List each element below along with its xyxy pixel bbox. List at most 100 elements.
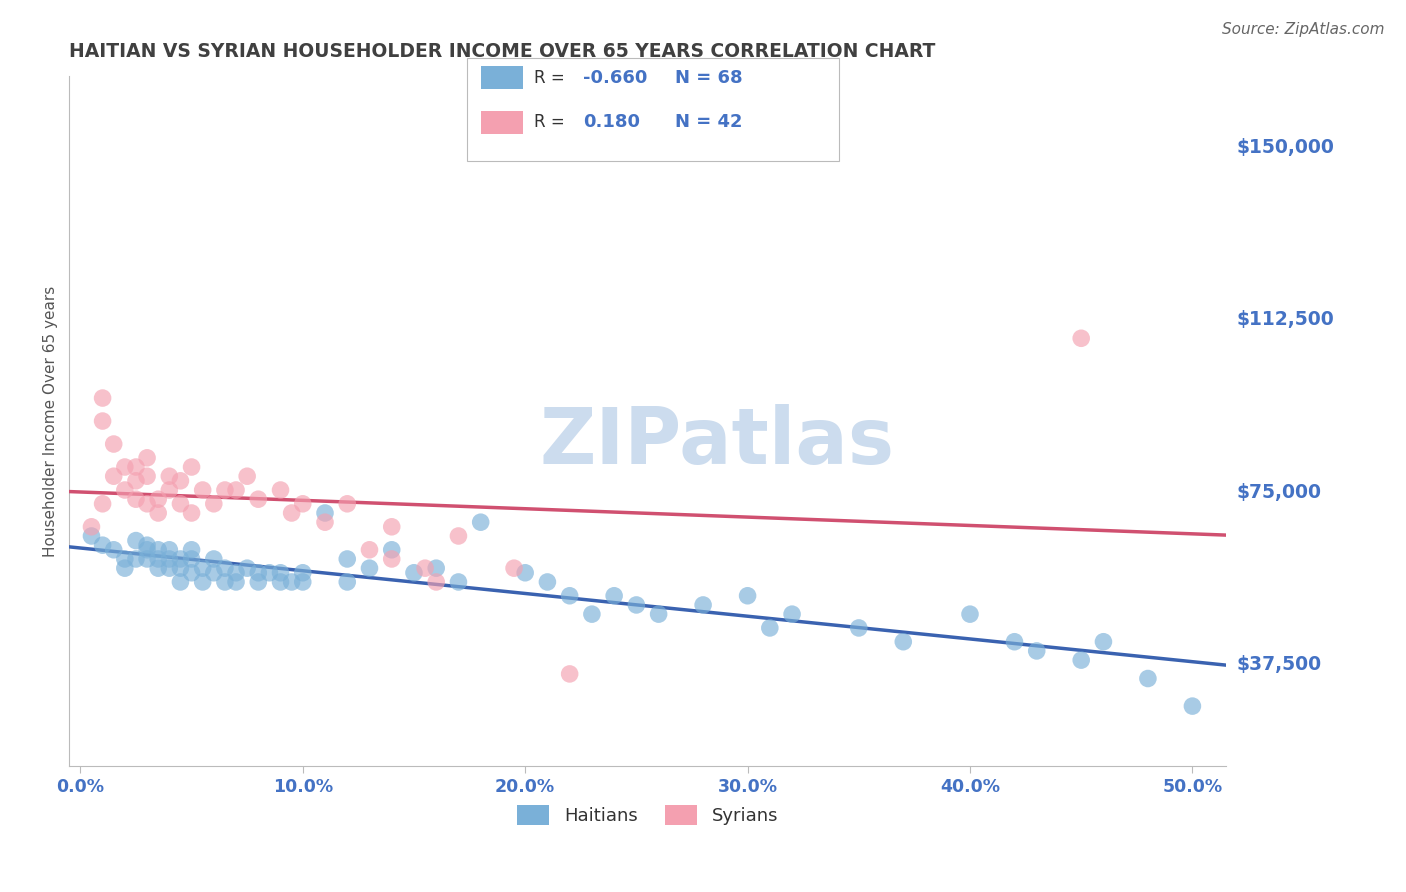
Text: 0.180: 0.180 <box>583 113 641 131</box>
Point <box>280 574 302 589</box>
Point <box>191 561 214 575</box>
Point <box>259 566 281 580</box>
Point <box>336 497 359 511</box>
Point <box>136 469 159 483</box>
Point <box>236 561 259 575</box>
Point <box>581 607 603 622</box>
Point <box>202 497 225 511</box>
Point <box>225 483 247 497</box>
Point <box>626 598 648 612</box>
Point <box>148 561 170 575</box>
Point <box>202 552 225 566</box>
Point <box>314 515 336 529</box>
Point <box>125 474 148 488</box>
Point <box>136 552 159 566</box>
Point <box>148 506 170 520</box>
Point <box>91 497 114 511</box>
Point <box>270 483 292 497</box>
Point <box>413 561 436 575</box>
Point <box>1092 634 1115 648</box>
Point <box>114 552 136 566</box>
Point <box>225 566 247 580</box>
Point <box>891 634 914 648</box>
Point <box>359 561 381 575</box>
Point <box>558 667 581 681</box>
Point <box>169 561 191 575</box>
Point <box>169 552 191 566</box>
Point <box>136 497 159 511</box>
Point <box>270 566 292 580</box>
Point <box>503 561 526 575</box>
Point <box>148 542 170 557</box>
Point <box>647 607 669 622</box>
Point <box>103 469 125 483</box>
Point <box>180 460 202 475</box>
Point <box>291 497 314 511</box>
Point <box>470 515 492 529</box>
Point <box>148 492 170 507</box>
Point <box>1004 634 1026 648</box>
Text: R =: R = <box>534 69 565 87</box>
Point <box>191 483 214 497</box>
Point <box>737 589 759 603</box>
Point <box>125 492 148 507</box>
Point <box>247 566 270 580</box>
Point <box>1070 331 1092 345</box>
Point <box>381 542 404 557</box>
Point <box>148 552 170 566</box>
Text: R =: R = <box>534 113 565 131</box>
Point <box>692 598 714 612</box>
Point <box>157 542 180 557</box>
Point <box>270 574 292 589</box>
Point <box>1136 672 1159 686</box>
Point <box>169 474 191 488</box>
Point <box>214 483 236 497</box>
Point <box>381 520 404 534</box>
Point <box>425 561 447 575</box>
Point <box>336 574 359 589</box>
Y-axis label: Householder Income Over 65 years: Householder Income Over 65 years <box>44 285 58 557</box>
Text: ZIPatlas: ZIPatlas <box>540 404 894 480</box>
Text: N = 68: N = 68 <box>675 69 742 87</box>
Text: N = 42: N = 42 <box>675 113 742 131</box>
Point <box>114 561 136 575</box>
Point <box>103 437 125 451</box>
Legend: Haitians, Syrians: Haitians, Syrians <box>509 797 786 833</box>
Point <box>180 506 202 520</box>
Text: Source: ZipAtlas.com: Source: ZipAtlas.com <box>1222 22 1385 37</box>
Point <box>191 574 214 589</box>
Point <box>214 574 236 589</box>
Point <box>114 460 136 475</box>
Point <box>236 469 259 483</box>
Point <box>180 566 202 580</box>
Point <box>536 574 558 589</box>
Point <box>214 561 236 575</box>
Point <box>169 574 191 589</box>
Point <box>1025 644 1047 658</box>
Text: HAITIAN VS SYRIAN HOUSEHOLDER INCOME OVER 65 YEARS CORRELATION CHART: HAITIAN VS SYRIAN HOUSEHOLDER INCOME OVE… <box>69 42 935 61</box>
Point <box>759 621 782 635</box>
Text: -0.660: -0.660 <box>583 69 648 87</box>
Point <box>603 589 626 603</box>
Point <box>359 542 381 557</box>
Point <box>247 492 270 507</box>
Point <box>157 469 180 483</box>
Point <box>180 542 202 557</box>
Point <box>447 529 470 543</box>
Point <box>125 533 148 548</box>
Point <box>280 506 302 520</box>
Point <box>336 552 359 566</box>
Point <box>125 460 148 475</box>
Point <box>114 483 136 497</box>
Point <box>780 607 803 622</box>
Point <box>80 529 103 543</box>
Point <box>202 566 225 580</box>
Point <box>103 542 125 557</box>
Point <box>247 574 270 589</box>
Point <box>959 607 981 622</box>
Point <box>157 552 180 566</box>
Point <box>125 552 148 566</box>
Point <box>402 566 425 580</box>
Point <box>91 391 114 405</box>
Point <box>80 520 103 534</box>
